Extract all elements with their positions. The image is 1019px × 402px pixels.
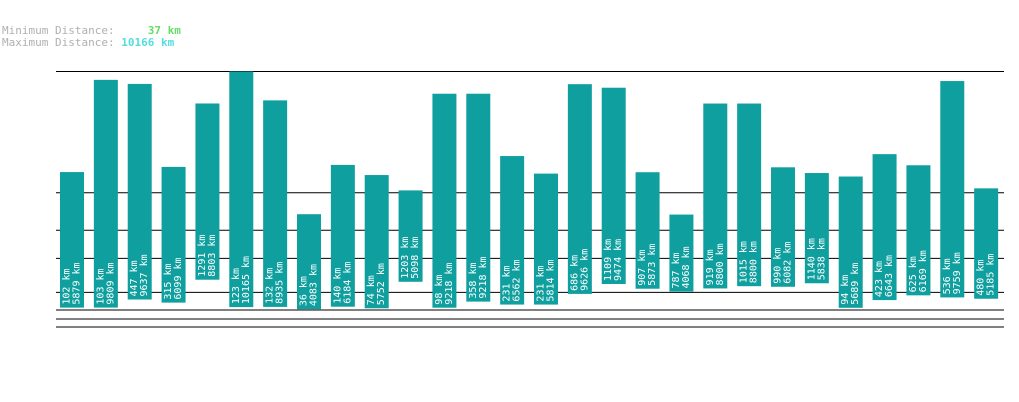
min-distance-value: 37 km bbox=[147, 24, 181, 37]
range-bar bbox=[161, 166, 186, 303]
bar-max-label: 9474 km bbox=[613, 239, 624, 281]
range-bar bbox=[534, 173, 558, 305]
bar-min-label: 231 km bbox=[536, 265, 547, 301]
bar-min-label: 536 km bbox=[942, 258, 953, 294]
bar-max-label: 10165 km bbox=[241, 256, 252, 304]
bar-max-label: 5752 km bbox=[376, 263, 387, 305]
bar-min-label: 787 km bbox=[671, 252, 682, 288]
range-bar bbox=[229, 71, 254, 308]
bar-max-label: 6562 km bbox=[512, 259, 523, 301]
range-bar bbox=[974, 188, 999, 299]
bar-max-label: 8800 km bbox=[749, 241, 760, 283]
bar-min-label: 36 km bbox=[299, 276, 310, 306]
bar-max-label: 5838 km bbox=[816, 238, 827, 280]
bar-min-label: 102 km bbox=[62, 268, 73, 304]
bar-min-label: 74 km bbox=[366, 275, 377, 305]
range-bar bbox=[737, 103, 762, 287]
max-distance-label: Maximum Distance: bbox=[2, 36, 115, 49]
bar-min-label: 919 km bbox=[705, 249, 716, 285]
range-bar bbox=[771, 167, 795, 287]
range-bar bbox=[567, 84, 592, 294]
bar-min-label: 123 km bbox=[231, 268, 242, 304]
bar-max-label: 6082 km bbox=[783, 242, 794, 284]
range-bar bbox=[127, 83, 152, 300]
range-bar bbox=[804, 173, 829, 284]
range-bar bbox=[703, 103, 728, 289]
range-bar bbox=[330, 164, 355, 307]
bar-min-label: 358 km bbox=[468, 262, 479, 298]
bar-min-label: 1109 km bbox=[603, 239, 614, 281]
bar-max-label: 4068 km bbox=[681, 246, 692, 288]
bar-max-label: 5689 km bbox=[850, 263, 861, 305]
max-distance-value: 10166 km bbox=[121, 36, 175, 49]
range-bar bbox=[906, 165, 931, 296]
bar-min-label: 907 km bbox=[637, 250, 648, 286]
bar-max-label: 9809 km bbox=[105, 262, 116, 304]
bar-max-label: 6099 km bbox=[173, 257, 184, 299]
bar-min-label: 315 km bbox=[163, 263, 174, 299]
range-bar bbox=[364, 175, 389, 309]
range-bar bbox=[940, 81, 965, 298]
bar-max-label: 8803 km bbox=[207, 235, 218, 277]
bar-min-label: 990 km bbox=[773, 248, 784, 284]
bar-min-label: 1203 km bbox=[400, 237, 411, 279]
bar-max-label: 8800 km bbox=[715, 243, 726, 285]
bar-max-label: 6643 km bbox=[884, 255, 895, 297]
bar-max-label: 6169 km bbox=[918, 250, 929, 292]
bar-max-label: 8935 km bbox=[275, 262, 286, 304]
bar-max-label: 5873 km bbox=[647, 244, 658, 286]
range-bar bbox=[195, 103, 220, 280]
bar-max-label: 9637 km bbox=[139, 254, 150, 296]
bar-min-label: 231 km bbox=[502, 265, 513, 301]
range-bar bbox=[93, 79, 118, 308]
range-bar bbox=[60, 172, 84, 308]
bar-max-label: 9759 km bbox=[952, 252, 963, 294]
range-bar bbox=[263, 100, 288, 307]
range-bar bbox=[601, 87, 626, 284]
bar-min-label: 447 km bbox=[129, 260, 140, 296]
bar-max-label: 5879 km bbox=[72, 262, 83, 304]
bar-max-label: 9218 km bbox=[478, 256, 489, 298]
bar-max-label: 9218 km bbox=[444, 263, 455, 305]
bar-min-label: 625 km bbox=[908, 256, 919, 292]
range-bar bbox=[466, 93, 491, 302]
bar-max-label: 5185 km bbox=[986, 254, 997, 296]
range-bar bbox=[432, 93, 457, 308]
bar-min-label: 103 km bbox=[95, 268, 106, 304]
bar-min-label: 423 km bbox=[874, 261, 885, 297]
bar-max-label: 5098 km bbox=[410, 237, 421, 279]
bar-min-label: 98 km bbox=[434, 275, 445, 305]
range-bar bbox=[297, 214, 321, 310]
range-bar bbox=[838, 176, 863, 308]
min-distance-label: Minimum Distance: bbox=[2, 24, 115, 37]
range-bar bbox=[398, 190, 423, 282]
range-bar bbox=[669, 214, 694, 292]
bar-min-label: 1291 km bbox=[197, 235, 208, 277]
bar-max-label: 5814 km bbox=[546, 259, 557, 301]
range-bar bbox=[500, 156, 525, 305]
bar-max-label: 4083 km bbox=[309, 264, 320, 306]
bar-max-label: 6184 km bbox=[342, 262, 353, 304]
range-bar bbox=[872, 154, 897, 301]
bar-min-label: 480 km bbox=[976, 260, 987, 296]
bar-min-label: 132 km bbox=[265, 268, 276, 304]
bar-min-label: 140 km bbox=[332, 268, 343, 304]
bar-min-label: 686 km bbox=[569, 255, 580, 291]
distance-summary: Minimum Distance: 37 km Maximum Distance… bbox=[2, 25, 181, 49]
bar-max-label: 9626 km bbox=[579, 249, 590, 291]
bar-min-label: 94 km bbox=[840, 275, 851, 305]
bar-min-label: 1015 km bbox=[739, 241, 750, 283]
range-bar bbox=[635, 172, 660, 289]
bar-min-label: 1140 km bbox=[806, 238, 817, 280]
